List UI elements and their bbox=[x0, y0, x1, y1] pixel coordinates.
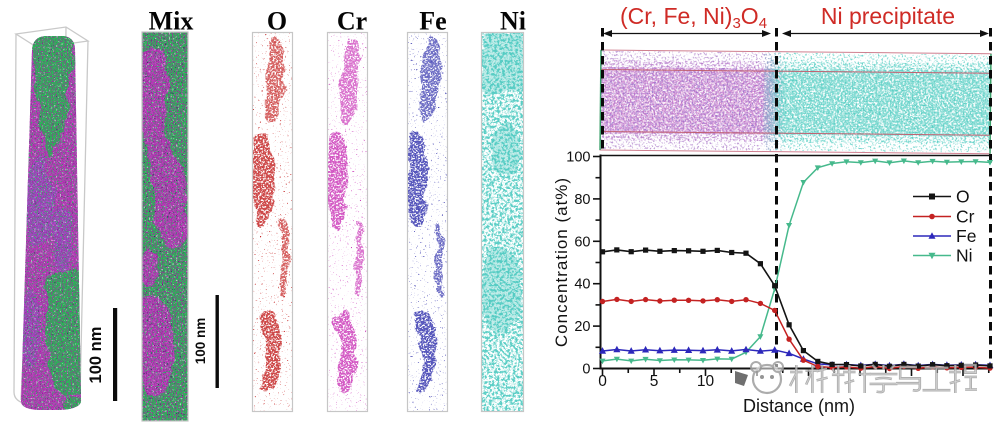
svg-text:Distance (nm): Distance (nm) bbox=[743, 396, 855, 416]
svg-text:0: 0 bbox=[598, 373, 607, 390]
svg-text:100 nm: 100 nm bbox=[193, 318, 208, 365]
svg-text:Cr: Cr bbox=[337, 7, 367, 36]
svg-text:Fe: Fe bbox=[419, 7, 446, 36]
svg-text:80: 80 bbox=[574, 192, 590, 208]
svg-text:Ni precipitate: Ni precipitate bbox=[821, 3, 955, 29]
svg-text:O: O bbox=[956, 187, 970, 207]
svg-text:10: 10 bbox=[697, 373, 715, 390]
svg-text:60: 60 bbox=[574, 234, 590, 250]
svg-text:O: O bbox=[267, 7, 287, 36]
svg-text:100 nm: 100 nm bbox=[87, 327, 105, 384]
svg-text:Ni: Ni bbox=[956, 246, 973, 266]
svg-text:5: 5 bbox=[650, 373, 659, 390]
svg-text:100: 100 bbox=[566, 150, 590, 166]
svg-text:Concentration (at%): Concentration (at%) bbox=[552, 177, 571, 347]
svg-text:Ni: Ni bbox=[500, 7, 526, 36]
svg-text:Fe: Fe bbox=[956, 226, 976, 246]
svg-text:0: 0 bbox=[582, 362, 590, 378]
svg-text:40: 40 bbox=[574, 277, 590, 293]
svg-text:20: 20 bbox=[574, 319, 590, 335]
svg-text:Cr: Cr bbox=[956, 207, 975, 227]
svg-text:(Cr, Fe, Ni)3O4: (Cr, Fe, Ni)3O4 bbox=[620, 3, 767, 32]
svg-text:Mix: Mix bbox=[149, 7, 194, 36]
